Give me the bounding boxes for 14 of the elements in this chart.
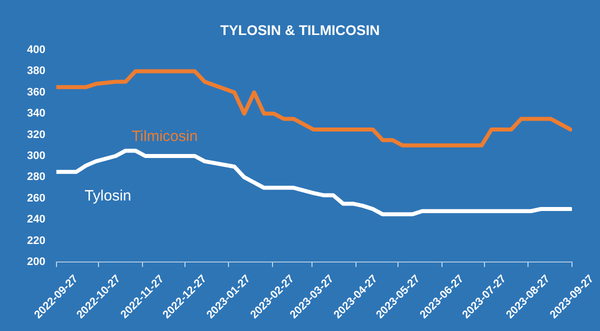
text: Tilmicosin: [132, 128, 198, 146]
y-tick-label: 260: [26, 192, 46, 204]
y-tick-label: 300: [26, 150, 46, 162]
y-tick-label: 360: [26, 86, 46, 98]
y-tick-label: 320: [26, 128, 46, 141]
y-tick-label: 400: [26, 44, 46, 56]
y-tick-label: 380: [26, 65, 46, 78]
y-tick-label: 280: [26, 171, 46, 184]
series-label: Tylosin: [84, 187, 132, 204]
chart-title: TYLOSIN & TILMICOSIN: [219, 22, 381, 38]
y-tick-label: 200: [26, 256, 46, 268]
y-tick-label: 240: [26, 214, 46, 226]
y-tick-label: 220: [26, 234, 46, 247]
y-tick-label: 340: [26, 108, 46, 120]
